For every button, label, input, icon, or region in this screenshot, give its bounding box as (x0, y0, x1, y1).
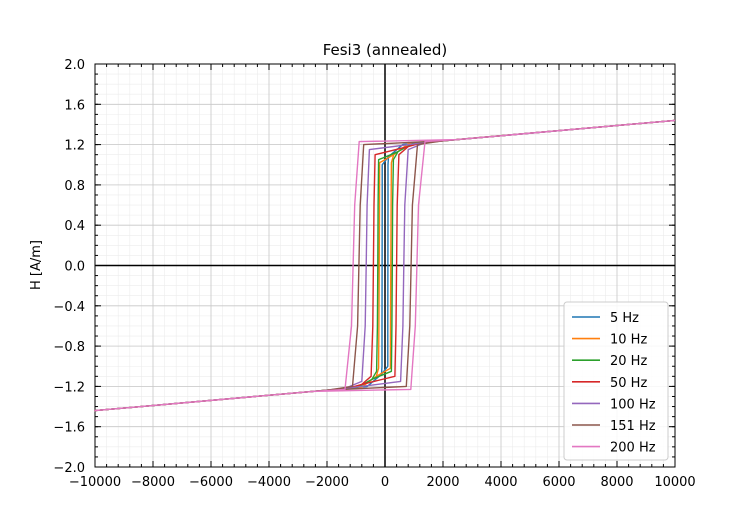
x-tick-label: −2000 (305, 475, 349, 490)
y-tick-label: 0.4 (64, 219, 85, 234)
x-tick-label: 10000 (654, 475, 695, 490)
legend-label: 200 Hz (610, 441, 656, 456)
legend-label: 151 Hz (610, 419, 656, 434)
tick-layer: −10000 −8000 −6000 −4000 −2000 0 2000 4000 6000 8… (53, 58, 695, 490)
x-tick-label: 6000 (542, 475, 575, 490)
y-tick-label: −2.0 (53, 461, 85, 476)
legend-label: 50 Hz (610, 376, 647, 391)
y-tick-label: −1.2 (53, 380, 85, 395)
legend-label: 10 Hz (610, 333, 647, 348)
y-tick-label: 2.0 (64, 58, 85, 73)
x-tick-label: −4000 (247, 475, 291, 490)
x-tick-label: 8000 (600, 475, 633, 490)
y-tick-label: 0.0 (64, 260, 85, 275)
x-tick-label: 0 (381, 475, 389, 490)
y-tick-label: −1.6 (53, 421, 85, 436)
y-tick-label: −0.8 (53, 340, 85, 355)
y-tick-label: 1.6 (64, 98, 85, 113)
series-layer (94, 119, 676, 412)
y-tick-label: 1.2 (64, 139, 85, 154)
legend: 5 Hz 10 Hz 20 Hz 50 Hz 100 Hz 151 Hz 200 Hz (563, 301, 669, 461)
x-tick-label: −10000 (69, 475, 121, 490)
series-line (94, 119, 676, 412)
legend-label: 20 Hz (610, 354, 647, 369)
y-axis-label: H [A/m] (29, 240, 44, 290)
legend-box (563, 301, 669, 461)
x-tick-label: −8000 (131, 475, 175, 490)
legend-label: 5 Hz (610, 311, 639, 326)
x-tick-label: −6000 (189, 475, 233, 490)
x-tick-label: 4000 (484, 475, 517, 490)
y-tick-label: 0.8 (64, 179, 85, 194)
chart-title: Fesi3 (annealed) (323, 41, 448, 59)
x-tick-label: 2000 (426, 475, 459, 490)
legend-label: 100 Hz (610, 397, 656, 412)
y-tick-label: −0.4 (53, 300, 85, 315)
